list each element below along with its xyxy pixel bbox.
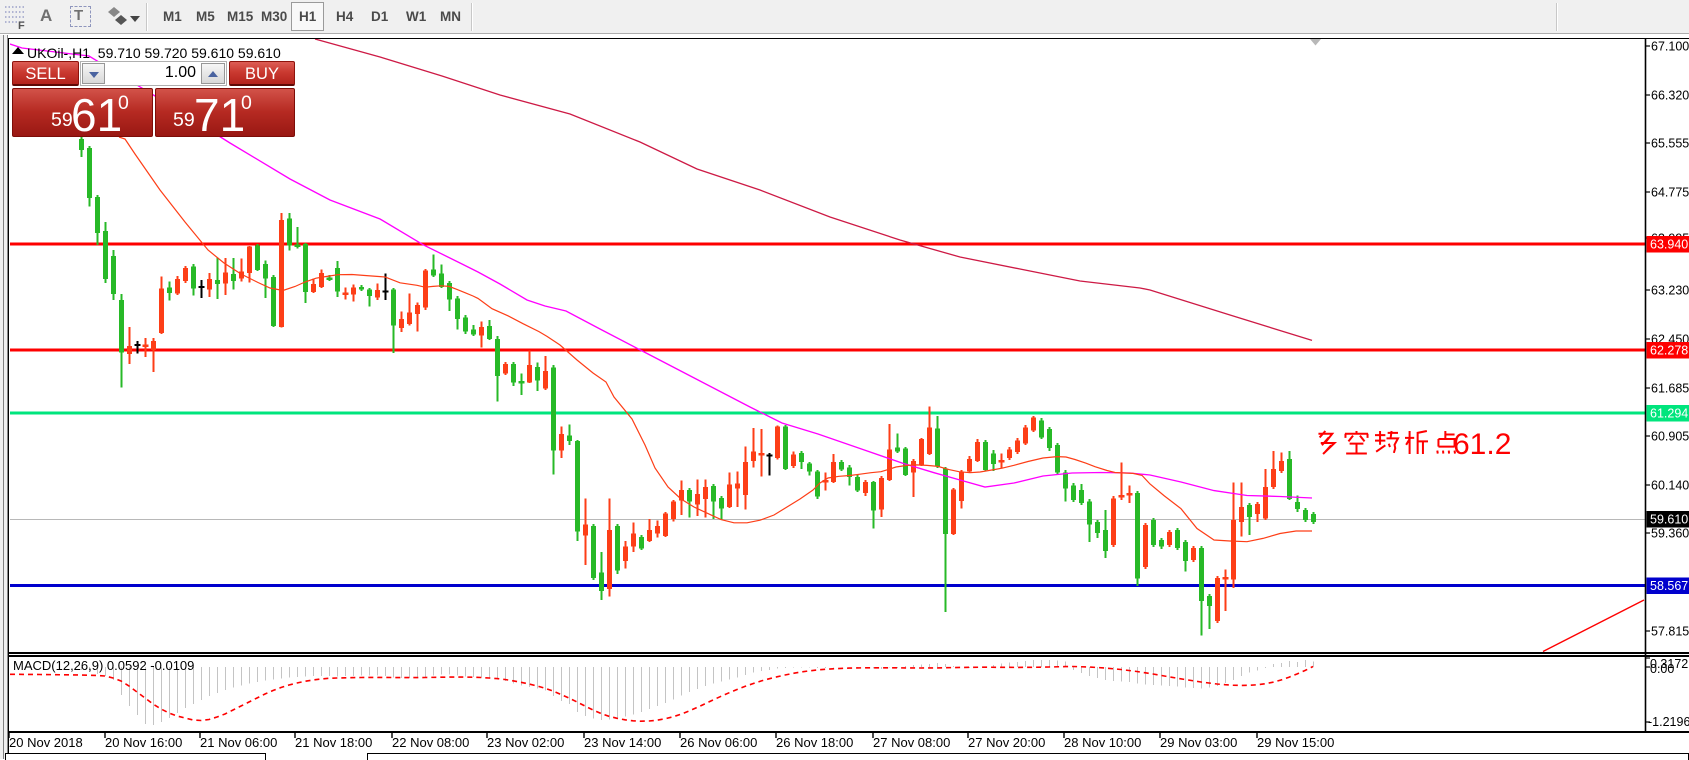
svg-text:28 Nov 10:00: 28 Nov 10:00 xyxy=(1064,735,1141,750)
svg-text:21 Nov 06:00: 21 Nov 06:00 xyxy=(200,735,277,750)
svg-text:66.320: 66.320 xyxy=(1651,89,1689,103)
svg-text:60.140: 60.140 xyxy=(1651,479,1689,493)
svg-text:58.567: 58.567 xyxy=(1650,579,1688,593)
svg-text:29 Nov 15:00: 29 Nov 15:00 xyxy=(1257,735,1334,750)
svg-text:27 Nov 08:00: 27 Nov 08:00 xyxy=(873,735,950,750)
svg-text:63.940: 63.940 xyxy=(1650,238,1688,252)
svg-text:26 Nov 18:00: 26 Nov 18:00 xyxy=(776,735,853,750)
svg-text:57.815: 57.815 xyxy=(1651,625,1689,639)
svg-text:22 Nov 08:00: 22 Nov 08:00 xyxy=(392,735,469,750)
svg-text:61.294: 61.294 xyxy=(1650,407,1688,421)
svg-text:59.610: 59.610 xyxy=(1650,513,1688,527)
svg-text:61.2: 61.2 xyxy=(1453,428,1511,461)
svg-text:20 Nov 2018: 20 Nov 2018 xyxy=(9,735,83,750)
svg-text:20 Nov 16:00: 20 Nov 16:00 xyxy=(105,735,182,750)
svg-text:59.360: 59.360 xyxy=(1651,527,1689,541)
svg-text:23 Nov 14:00: 23 Nov 14:00 xyxy=(584,735,661,750)
svg-text:21 Nov 18:00: 21 Nov 18:00 xyxy=(295,735,372,750)
svg-text:64.775: 64.775 xyxy=(1651,186,1689,200)
svg-text:27 Nov 20:00: 27 Nov 20:00 xyxy=(968,735,1045,750)
svg-text:23 Nov 02:00: 23 Nov 02:00 xyxy=(487,735,564,750)
svg-text:26 Nov 06:00: 26 Nov 06:00 xyxy=(680,735,757,750)
svg-text:60.905: 60.905 xyxy=(1651,430,1689,444)
svg-text:0.00: 0.00 xyxy=(1650,662,1674,676)
svg-text:63.230: 63.230 xyxy=(1651,284,1689,298)
svg-text:62.278: 62.278 xyxy=(1650,344,1688,358)
svg-text:-1.2196: -1.2196 xyxy=(1648,715,1689,729)
svg-text:29 Nov 03:00: 29 Nov 03:00 xyxy=(1160,735,1237,750)
svg-text:67.100: 67.100 xyxy=(1651,40,1689,54)
svg-text:65.555: 65.555 xyxy=(1651,137,1689,151)
svg-text:61.685: 61.685 xyxy=(1651,382,1689,396)
